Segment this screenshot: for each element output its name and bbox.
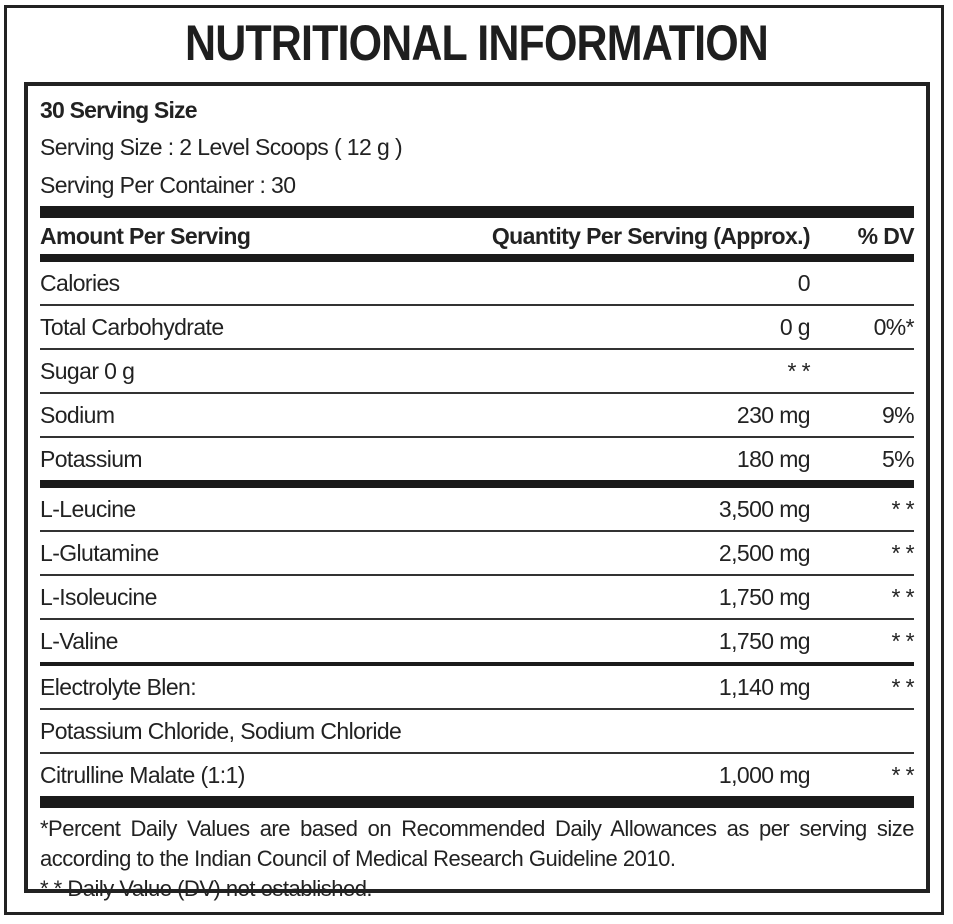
nutrient-quantity: 0 g xyxy=(779,313,811,340)
footnotes: *Percent Daily Values are based on Recom… xyxy=(40,814,915,904)
divider-thick xyxy=(40,796,914,808)
nutrient-dv: * * xyxy=(891,495,915,522)
header-dv: % DV xyxy=(857,222,915,249)
nutrient-quantity: 1,000 mg xyxy=(718,761,811,788)
header-amount: Amount Per Serving xyxy=(40,222,251,249)
nutrient-quantity: 0 xyxy=(797,269,811,296)
footnote-1: *Percent Daily Values are based on Recom… xyxy=(40,816,915,841)
table-row: Calories 0 xyxy=(40,262,914,304)
table-row: L-Valine 1,750 mg * * xyxy=(40,620,915,662)
nutrient-name: L-Leucine xyxy=(40,495,136,522)
nutrient-name: Electrolyte Blen: xyxy=(40,673,197,700)
row-divider xyxy=(40,662,914,666)
nutrient-name: Calories xyxy=(40,269,120,296)
footnote-3: * * Daily Value (DV) not established. xyxy=(40,876,373,901)
nutrient-name: Sugar 0 g xyxy=(40,357,135,384)
nutrient-name: Total Carbohydrate xyxy=(40,313,224,340)
table-row: L-Glutamine 2,500 mg * * xyxy=(40,532,915,574)
label-outer-border xyxy=(4,5,944,915)
row-divider xyxy=(40,530,914,532)
table-row: L-Leucine 3,500 mg * * xyxy=(40,488,915,530)
nutrient-dv: 5% xyxy=(881,445,915,472)
table-row: Total Carbohydrate 0 g 0%* xyxy=(40,306,915,348)
label-title: NUTRITIONAL INFORMATION xyxy=(185,15,769,71)
table-row: Citrulline Malate (1:1) 1,000 mg * * xyxy=(40,754,915,796)
servings-per-container: Serving Per Container : 30 xyxy=(40,172,296,198)
nutrient-quantity: 1,750 mg xyxy=(718,627,811,654)
table-row: Potassium Chloride, Sodium Chloride xyxy=(40,710,914,752)
nutrient-table: Calories 0 Total Carbohydrate 0 g 0%* Sugar 0… xyxy=(40,262,915,796)
nutrient-name: L-Valine xyxy=(40,627,118,654)
nutrient-dv: 0%* xyxy=(873,313,915,340)
table-row: Sugar 0 g * * xyxy=(40,350,914,392)
header-quantity: Quantity Per Serving (Approx.) xyxy=(491,222,811,249)
table-header: Amount Per Serving Quantity Per Serving … xyxy=(40,218,915,254)
footnote-2: according to the Indian Council of Medic… xyxy=(40,846,676,871)
row-divider xyxy=(40,752,914,754)
row-divider xyxy=(40,574,914,576)
row-divider xyxy=(40,480,914,488)
nutrient-dv: 9% xyxy=(881,401,915,428)
nutrient-dv: * * xyxy=(891,761,915,788)
nutrient-dv: * * xyxy=(891,539,915,566)
table-row: Electrolyte Blen: 1,140 mg * * xyxy=(40,666,915,708)
row-divider xyxy=(40,618,914,620)
divider-thick xyxy=(40,206,914,218)
row-divider xyxy=(40,392,914,394)
row-divider xyxy=(40,436,914,438)
nutrient-quantity: * * xyxy=(787,357,811,384)
nutrition-panel: 30 Serving Size Serving Size : 2 Level S… xyxy=(24,82,930,901)
nutrient-name: Potassium Chloride, Sodium Chloride xyxy=(40,717,402,744)
divider-thick xyxy=(40,254,914,262)
nutrient-name: L-Isoleucine xyxy=(40,583,157,610)
nutrient-quantity: 230 mg xyxy=(736,401,811,428)
serving-heading: 30 Serving Size xyxy=(40,97,198,123)
table-row: L-Isoleucine 1,750 mg * * xyxy=(40,576,915,618)
nutrient-quantity: 2,500 mg xyxy=(718,539,811,566)
table-row: Potassium 180 mg 5% xyxy=(40,438,915,480)
row-divider xyxy=(40,348,914,350)
nutrient-name: Potassium xyxy=(40,445,143,472)
nutrient-dv: * * xyxy=(891,583,915,610)
nutrient-dv: * * xyxy=(891,673,915,700)
table-row: Sodium 230 mg 9% xyxy=(40,394,915,436)
nutrient-quantity: 3,500 mg xyxy=(718,495,811,522)
nutrient-quantity: 1,750 mg xyxy=(718,583,811,610)
nutrient-quantity: 1,140 mg xyxy=(718,673,811,700)
serving-size: Serving Size : 2 Level Scoops ( 12 g ) xyxy=(40,134,403,160)
nutrient-name: Sodium xyxy=(40,401,115,428)
nutrient-dv: * * xyxy=(891,627,915,654)
nutrient-name: L-Glutamine xyxy=(40,539,159,566)
nutrient-quantity: 180 mg xyxy=(736,445,811,472)
row-divider xyxy=(40,304,914,306)
row-divider xyxy=(40,708,914,710)
nutrient-name: Citrulline Malate (1:1) xyxy=(40,761,245,788)
